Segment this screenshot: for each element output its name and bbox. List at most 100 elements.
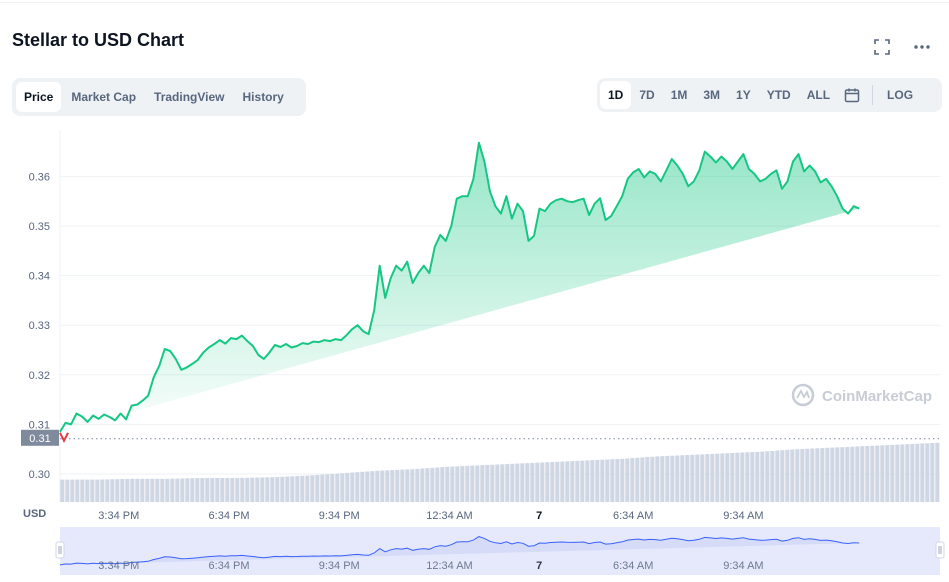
navigator-left-handle[interactable] <box>55 541 65 559</box>
volume-bar <box>270 477 275 502</box>
tab-market-cap[interactable]: Market Cap <box>71 90 137 104</box>
volume-bar <box>840 447 845 502</box>
page-title: Stellar to USD Chart <box>12 30 185 50</box>
volume-bar <box>890 444 895 502</box>
volume-bar <box>660 456 665 502</box>
volume-bar <box>435 467 440 502</box>
range-1m[interactable]: 1M <box>670 88 688 102</box>
open-price-marker <box>59 432 69 444</box>
volume-bar <box>770 450 775 502</box>
volume-bar <box>180 478 185 502</box>
open-price-badge-bg <box>21 429 59 446</box>
volume-bar <box>765 451 770 502</box>
volume-bar <box>750 452 755 502</box>
volume-bar <box>315 474 320 502</box>
volume-bar <box>815 448 820 502</box>
volume-bar <box>300 475 305 502</box>
volume-bar <box>860 446 865 502</box>
navigator-right-handle[interactable] <box>935 541 945 559</box>
volume-bar <box>835 447 840 502</box>
open-price-badge: 0.31 <box>21 429 59 446</box>
volume-bar <box>600 459 605 502</box>
volume-bar <box>685 455 690 502</box>
volume-bar <box>915 443 920 502</box>
volume-bar <box>775 450 780 502</box>
volume-bar <box>440 467 445 502</box>
tab-price[interactable]: Price <box>16 82 62 112</box>
volume-bar <box>445 466 450 502</box>
volume-bar <box>665 455 670 502</box>
volume-bar <box>280 476 285 502</box>
volume-bar <box>100 479 105 502</box>
log-toggle[interactable]: LOG <box>887 88 914 102</box>
volume-bar <box>495 464 500 502</box>
volume-bar <box>845 446 850 502</box>
calendar-icon[interactable] <box>838 81 866 109</box>
range-1y[interactable]: 1Y <box>736 88 751 102</box>
volume-bar <box>595 459 600 502</box>
volume-bar <box>420 468 425 502</box>
handle-grip[interactable] <box>55 541 65 559</box>
range-all[interactable]: ALL <box>806 88 831 102</box>
volume-bar <box>875 445 880 502</box>
volume-bar <box>380 470 385 502</box>
volume-bar <box>610 459 615 502</box>
volume-bar <box>60 479 65 502</box>
x-tick-label: 3:34 PM <box>98 510 139 522</box>
range-ytd[interactable]: YTD <box>766 88 791 102</box>
volume-bar <box>145 478 150 502</box>
range-divider <box>872 85 874 105</box>
range-3m[interactable]: 3M <box>703 88 721 102</box>
volume-bar <box>630 458 635 502</box>
volume-bar <box>565 461 570 502</box>
open-price-badge-label: 0.31 <box>29 433 50 445</box>
volume-bar <box>510 463 515 502</box>
more-icon[interactable] <box>912 38 932 56</box>
volume-bar <box>500 464 505 502</box>
volume-bar <box>590 460 595 502</box>
volume-bar <box>735 452 740 502</box>
price-area <box>60 142 860 432</box>
volume-bar <box>635 457 640 502</box>
range-1d[interactable]: 1D <box>600 81 632 109</box>
volume-bar <box>205 478 210 502</box>
volume-bar <box>290 476 295 502</box>
volume-bar <box>135 478 140 502</box>
navigator-tick-label: 6:34 PM <box>209 560 250 572</box>
volume-bar <box>215 478 220 502</box>
tab-history[interactable]: History <box>242 90 284 104</box>
fullscreen-icon[interactable] <box>873 38 893 56</box>
volume-bar <box>450 466 455 502</box>
volume-bar <box>850 446 855 502</box>
volume-bar <box>480 465 485 502</box>
volume-bar <box>275 476 280 502</box>
volume-bar <box>475 465 480 502</box>
volume-bar <box>155 478 160 502</box>
volume-bar <box>195 478 200 502</box>
price-line <box>59 141 860 433</box>
volume-bar <box>465 465 470 502</box>
tab-tradingview[interactable]: TradingView <box>154 90 225 104</box>
volume-bar <box>800 448 805 502</box>
volume-bar <box>455 466 460 502</box>
volume-bar <box>390 470 395 502</box>
volume-bar <box>710 453 715 502</box>
volume-bar <box>920 443 925 502</box>
volume-bar <box>900 444 905 502</box>
volume-bar <box>705 454 710 502</box>
volume-bar <box>190 478 195 502</box>
volume-bar <box>485 464 490 502</box>
range-7d[interactable]: 7D <box>639 88 655 102</box>
volume-bar <box>245 477 250 502</box>
volume-bar <box>680 455 685 502</box>
volume-bar <box>830 447 835 502</box>
volume-bar <box>615 459 620 502</box>
volume-bar <box>725 453 730 502</box>
volume-bar <box>905 444 910 502</box>
handle-grip[interactable] <box>935 541 945 559</box>
volume-bar <box>820 448 825 502</box>
volume-bar <box>90 479 95 502</box>
volume-bar <box>910 443 915 502</box>
volume-bar <box>360 471 365 502</box>
volume-bar <box>470 465 475 502</box>
